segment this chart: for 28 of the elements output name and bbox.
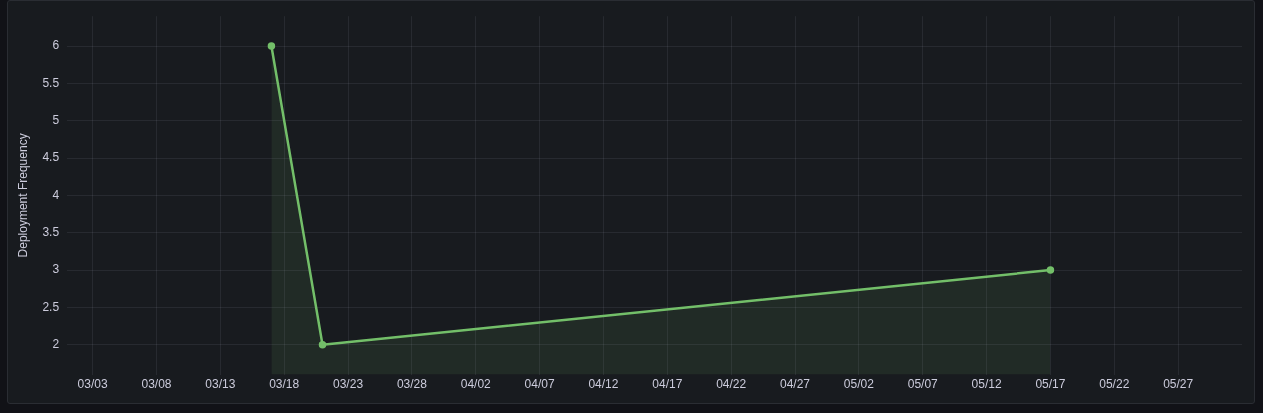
y-tick-label: 2.5 bbox=[42, 299, 60, 314]
x-tick-label: 03/13 bbox=[205, 377, 236, 392]
x-tick-label: 04/07 bbox=[524, 377, 555, 392]
x-tick-label: 03/28 bbox=[396, 377, 428, 392]
y-tick-label: 2 bbox=[52, 337, 60, 352]
y-tick-label: 3 bbox=[52, 262, 60, 277]
x-tick-label: 04/22 bbox=[716, 377, 747, 392]
x-tick-label: 05/17 bbox=[1035, 377, 1066, 392]
x-tick-label: 04/12 bbox=[588, 377, 619, 392]
x-tick-label: 05/07 bbox=[907, 377, 939, 392]
y-tick-label: 4 bbox=[52, 187, 60, 202]
x-tick-label: 04/27 bbox=[780, 377, 811, 392]
x-tick-label: 03/23 bbox=[333, 377, 364, 392]
y-tick-label: 4.5 bbox=[42, 150, 60, 165]
y-tick-label: 3.5 bbox=[42, 225, 60, 240]
y-axis-title: Deployment Frequency bbox=[15, 133, 30, 258]
x-tick-label: 05/02 bbox=[843, 377, 875, 392]
x-tick-label: 03/18 bbox=[269, 377, 300, 392]
y-tick-label: 6 bbox=[52, 38, 60, 53]
y-tick-label: 5 bbox=[52, 113, 60, 128]
x-tick-label: 04/17 bbox=[652, 377, 683, 392]
x-tick-label: 03/08 bbox=[141, 377, 172, 392]
x-tick-label: 03/03 bbox=[77, 377, 108, 392]
x-tick-label: 05/12 bbox=[971, 377, 1002, 392]
x-tick-label: 05/22 bbox=[1099, 377, 1130, 392]
x-tick-label: 05/27 bbox=[1163, 377, 1194, 392]
y-tick-label: 5.5 bbox=[42, 75, 60, 90]
x-tick-label: 04/02 bbox=[460, 377, 492, 392]
